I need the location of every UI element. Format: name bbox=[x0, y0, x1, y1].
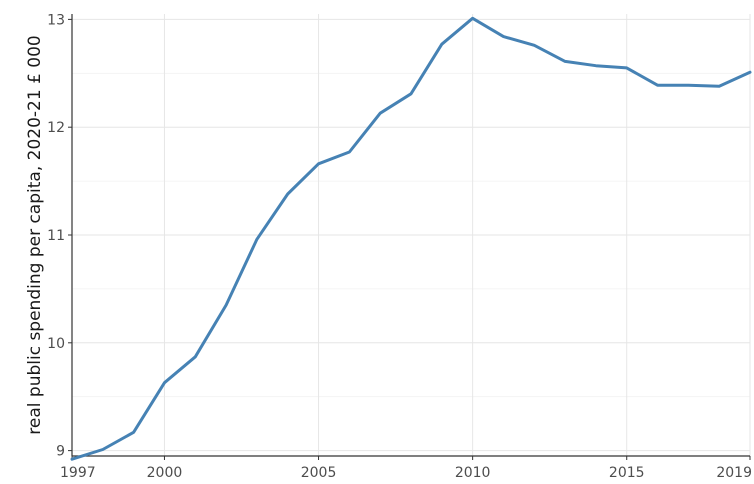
y-axis-title: real public spending per capita, 2020-21… bbox=[25, 35, 45, 434]
x-tick-label: 2015 bbox=[609, 465, 645, 481]
y-tick-label: 11 bbox=[47, 228, 65, 244]
x-tick-label: 1997 bbox=[60, 465, 96, 481]
y-tick-label: 10 bbox=[47, 336, 65, 352]
series-layer bbox=[70, 16, 752, 461]
axis-ticks: 9 10 11 12 13 1997 2000 2005 2010 2015 2019 bbox=[47, 12, 752, 481]
y-tick-label: 9 bbox=[56, 444, 65, 460]
x-tick-label: 2019 bbox=[716, 465, 752, 481]
series-line bbox=[70, 16, 752, 461]
y-tick-label: 12 bbox=[47, 120, 65, 136]
x-tick-label: 2000 bbox=[147, 465, 183, 481]
x-tick-label: 2005 bbox=[301, 465, 337, 481]
y-tick-label: 13 bbox=[47, 12, 65, 28]
x-tick-label: 2010 bbox=[455, 465, 491, 481]
